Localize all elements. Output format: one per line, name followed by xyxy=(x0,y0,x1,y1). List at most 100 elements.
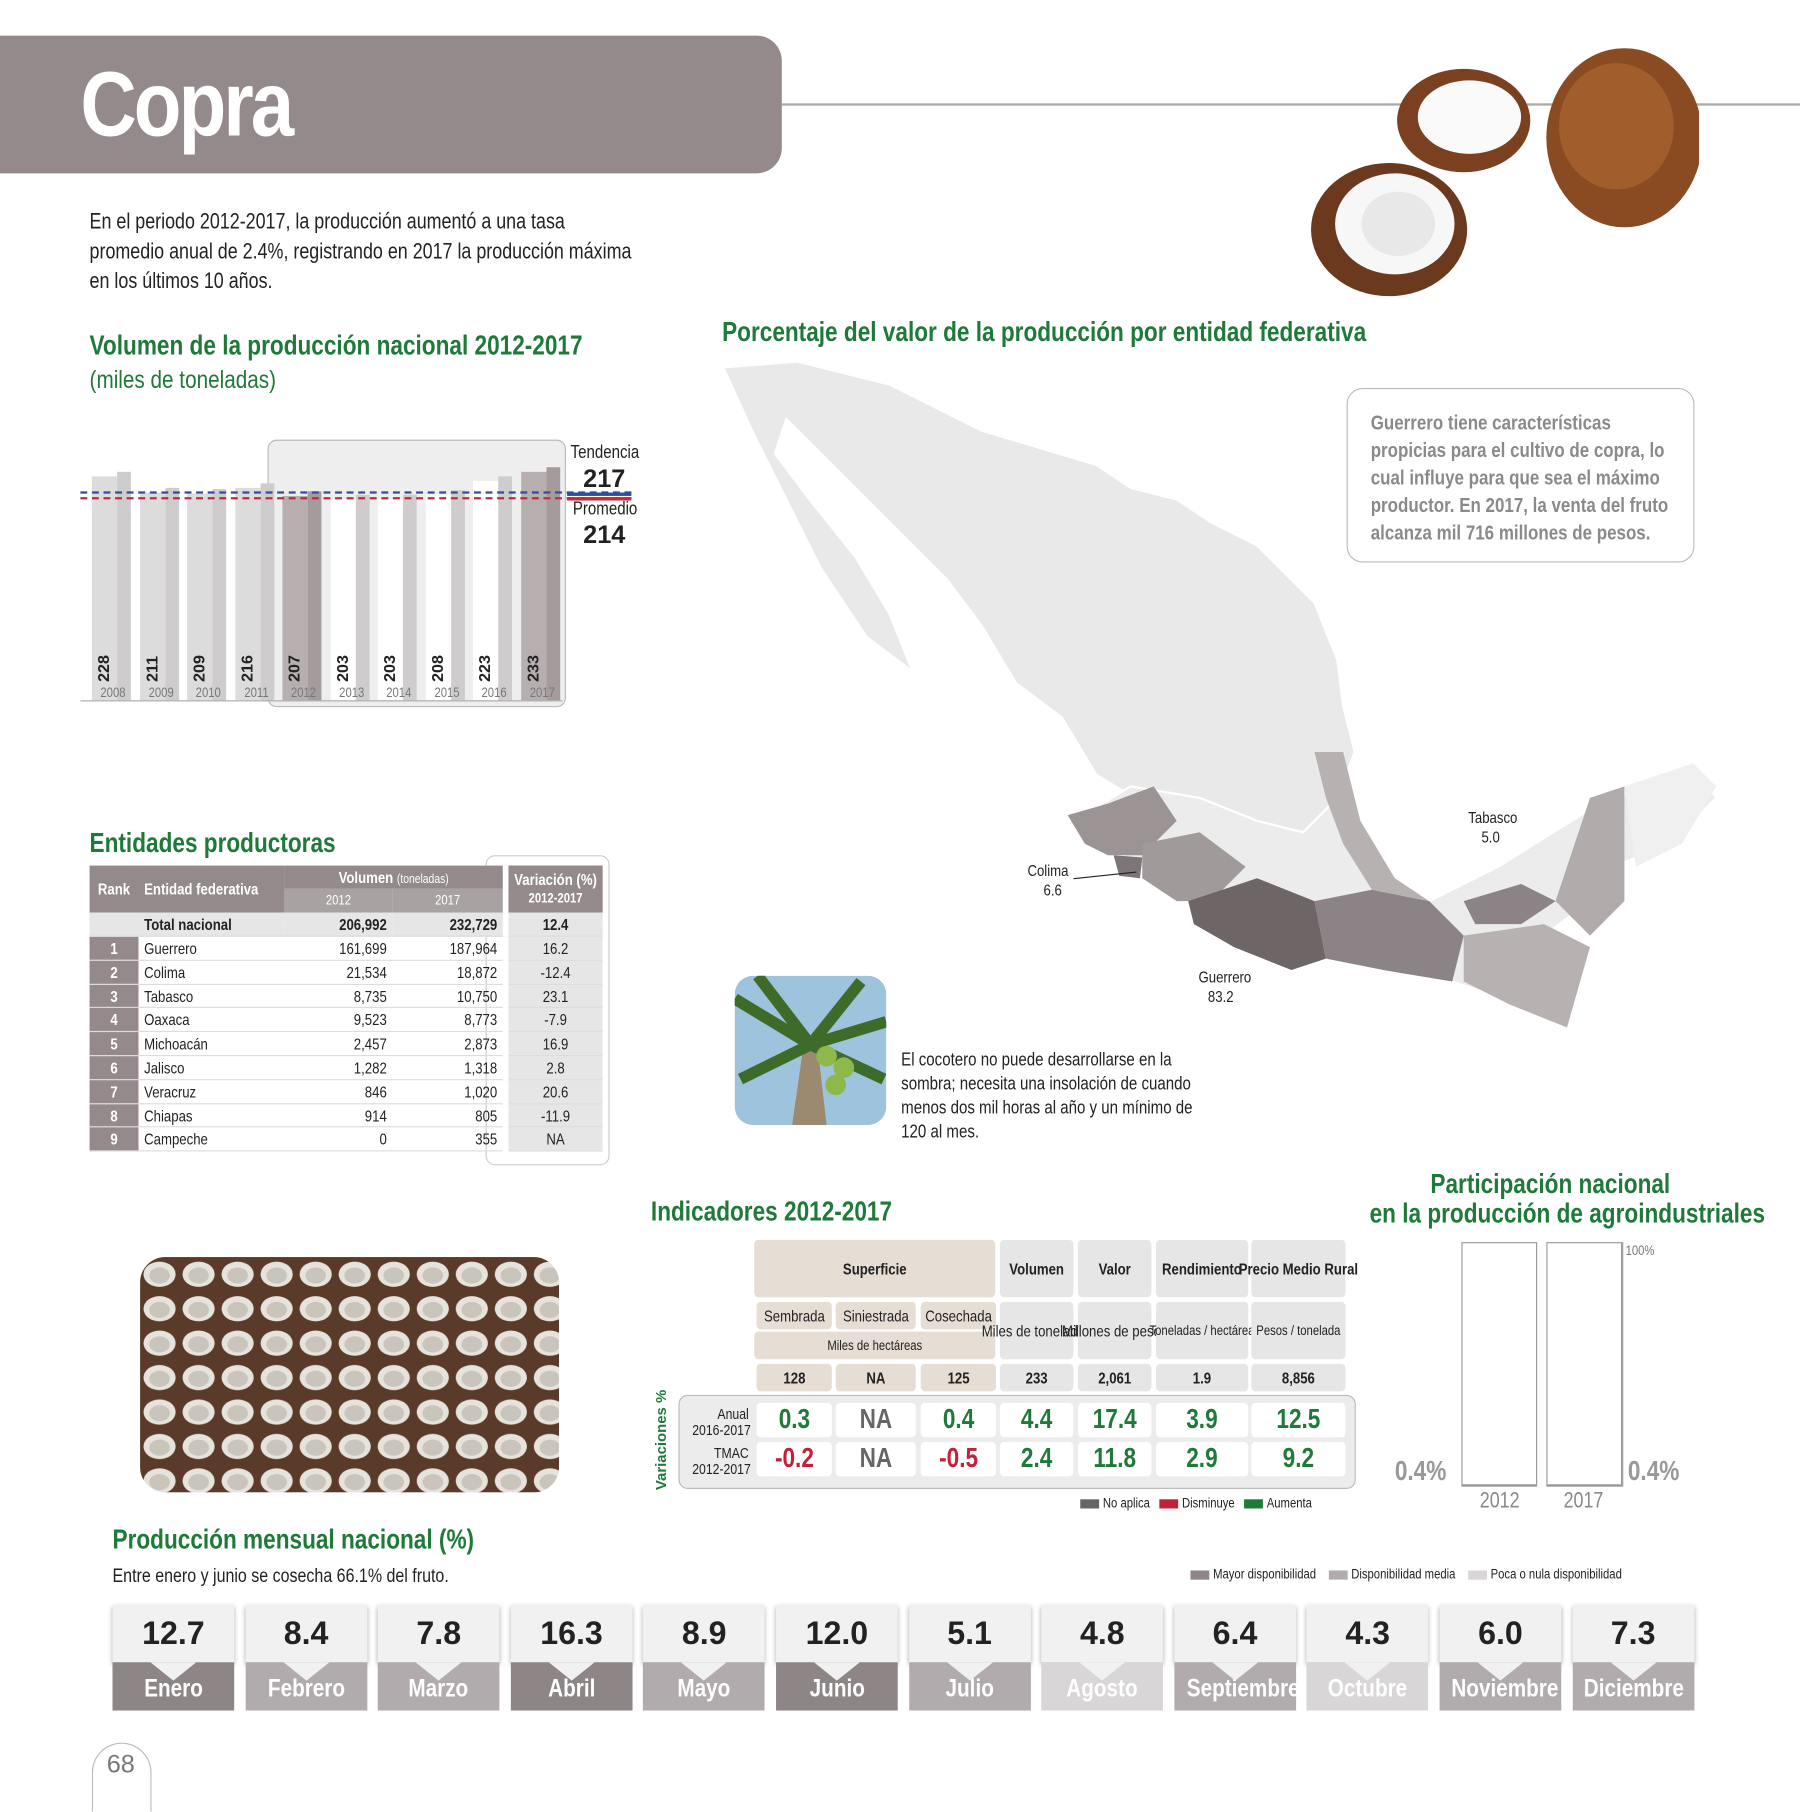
map-label-colima: Colima 6.6 xyxy=(1027,861,1069,899)
participacion-bar-2017 xyxy=(1546,1242,1623,1487)
participacion-max: 100% xyxy=(1625,1242,1655,1259)
x-tick-label: 2009 xyxy=(148,684,174,701)
indicator-value: 8,856 xyxy=(1251,1363,1346,1392)
map-michoacan xyxy=(1142,832,1246,902)
chevron-down-icon xyxy=(1079,1662,1126,1681)
cell-rank: 4 xyxy=(89,1007,139,1033)
bar-value-label: 209 xyxy=(189,655,208,682)
cell-rank: 2 xyxy=(89,960,139,985)
map-yucatan xyxy=(1589,763,1717,867)
cell-rank: 9 xyxy=(89,1127,139,1152)
cell-name: Jalisco xyxy=(138,1055,285,1081)
unit-precio: Pesos / tonelada xyxy=(1251,1301,1346,1360)
header-superficie: Superficie xyxy=(754,1239,996,1298)
chevron-down-icon xyxy=(1610,1662,1657,1681)
volume-chart-subtitle: (miles de toneladas) xyxy=(89,365,277,394)
month-marzo: 7.8 Marzo xyxy=(377,1604,500,1711)
bar-value-label: 216 xyxy=(237,655,256,682)
cell-name: Campeche xyxy=(138,1127,285,1152)
divider xyxy=(781,103,1800,106)
bar-value-label: 203 xyxy=(332,655,351,682)
month-value: 8.4 xyxy=(245,1604,367,1663)
unit-valor: Millones de pesos xyxy=(1062,1301,1167,1360)
map-title: Porcentaje del valor de la producción po… xyxy=(722,316,1367,348)
bar-value-label: 211 xyxy=(141,655,161,682)
indicator-value: 1.9 xyxy=(1156,1363,1248,1392)
month-julio: 5.1 Julio xyxy=(908,1604,1031,1711)
bar-2015: 208 xyxy=(425,490,465,701)
cell-name: Oaxaca xyxy=(138,1007,285,1033)
map-veracruz xyxy=(1314,751,1430,902)
participacion-value-2017: 0.4% xyxy=(1627,1455,1680,1487)
cell-v2012: 0 xyxy=(284,1127,393,1152)
bar-2014: 203 xyxy=(377,494,417,701)
x-tick-label: 2011 xyxy=(243,684,269,701)
cell-v2012: 21,534 xyxy=(284,960,393,985)
promedio-value: 214 xyxy=(583,520,626,549)
anual-variation: 12.5 xyxy=(1251,1402,1346,1438)
legend-swatch-poca xyxy=(1468,1570,1487,1580)
month-value: 12.0 xyxy=(776,1604,898,1663)
indicator-value: NA xyxy=(835,1363,917,1392)
bar-2016: 223 xyxy=(472,476,513,701)
legend-swatch-disminuye xyxy=(1159,1499,1179,1509)
variaciones-label: Variaciones % xyxy=(652,1389,670,1491)
header-2017: 2017 xyxy=(435,892,461,909)
indicator-value: 128 xyxy=(756,1363,833,1392)
bar-2009: 211 xyxy=(139,487,179,701)
bar-2010: 209 xyxy=(187,489,227,701)
cell-v2017: 805 xyxy=(392,1103,506,1128)
cell-rank: 3 xyxy=(89,984,139,1009)
cell-v2012: 161,699 xyxy=(284,936,393,961)
participacion-bar-2012 xyxy=(1461,1242,1538,1487)
x-tick-label: 2012 xyxy=(290,684,317,701)
bar-side xyxy=(450,490,465,701)
cell-v2012: 914 xyxy=(284,1103,393,1128)
cell-var: -7.9 xyxy=(502,1007,603,1033)
cell-v2017: 1,020 xyxy=(392,1079,506,1104)
cell-v2017: 2,873 xyxy=(392,1031,506,1057)
cell-v2017: 1,318 xyxy=(392,1055,506,1081)
x-tick-label: 2017 xyxy=(529,684,555,701)
coconut-image xyxy=(1311,48,1700,297)
chevron-down-icon xyxy=(548,1662,595,1681)
anual-variation: 3.9 xyxy=(1156,1402,1248,1438)
bar-2012: 207 xyxy=(282,491,322,701)
anual-variation: 0.4 xyxy=(920,1402,997,1438)
bar-side xyxy=(117,471,131,701)
table-row: 4 Oaxaca 9,523 8,773 -7.9 xyxy=(89,1007,603,1033)
header-rendimiento: Rendimiento xyxy=(1156,1239,1248,1298)
copra-drying-photo xyxy=(140,1257,560,1493)
tendencia-label: Tendencia xyxy=(570,443,640,463)
month-name: Diciembre xyxy=(1572,1662,1694,1711)
title-band: Copra xyxy=(0,35,782,174)
chevron-down-icon xyxy=(1344,1662,1391,1681)
cell-v2012: 2,457 xyxy=(284,1031,393,1057)
month-febrero: 8.4 Febrero xyxy=(245,1604,367,1711)
cell-rank: 8 xyxy=(89,1103,139,1128)
cell-var: NA xyxy=(502,1127,603,1152)
map-jalisco xyxy=(1067,786,1177,856)
tmac-label: TMAC 2012-2017 xyxy=(692,1444,751,1478)
cell-var: 16.2 xyxy=(502,936,603,961)
month-agosto: 4.8 Agosto xyxy=(1041,1604,1164,1711)
cell-rank: 5 xyxy=(89,1031,139,1057)
month-value: 7.3 xyxy=(1572,1604,1694,1663)
cell-v2012: 1,282 xyxy=(284,1055,393,1081)
bar-value-label: 228 xyxy=(94,655,113,682)
cell-var: 16.9 xyxy=(502,1031,603,1057)
callout-text: Guerrero tiene características propicias… xyxy=(1370,410,1669,545)
header-volumen: Volumen (toneladas) xyxy=(338,867,449,887)
cell-v2017: 18,872 xyxy=(392,960,506,985)
chevron-down-icon xyxy=(1212,1662,1258,1681)
cell-var: 20.6 xyxy=(502,1079,603,1104)
participacion-year-2017: 2017 xyxy=(1563,1488,1604,1514)
indicator-value: 2,061 xyxy=(1077,1363,1152,1392)
bar-2008: 228 xyxy=(91,471,131,701)
chevron-down-icon xyxy=(1477,1662,1524,1681)
map-guerrero xyxy=(1188,878,1326,971)
bar-2011: 216 xyxy=(234,482,274,701)
month-enero: 12.7 Enero xyxy=(112,1604,235,1711)
month-diciembre: 7.3 Diciembre xyxy=(1572,1604,1694,1711)
month-value: 6.0 xyxy=(1439,1604,1562,1663)
